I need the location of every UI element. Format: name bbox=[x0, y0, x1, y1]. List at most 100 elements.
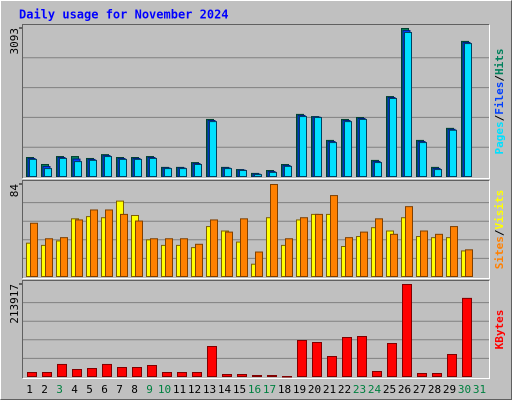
bar bbox=[419, 142, 427, 177]
x-tick-label: 8 bbox=[131, 383, 138, 396]
bar bbox=[239, 170, 247, 178]
bar bbox=[224, 168, 232, 177]
bar bbox=[210, 219, 218, 278]
x-tick-label: 15 bbox=[233, 383, 246, 396]
bar bbox=[117, 367, 127, 377]
bar bbox=[30, 222, 38, 277]
panel-bevel bbox=[22, 180, 490, 279]
x-tick-label: 20 bbox=[308, 383, 321, 396]
bar bbox=[60, 237, 68, 277]
bar bbox=[314, 117, 322, 177]
bar bbox=[435, 233, 443, 277]
bar bbox=[27, 372, 37, 377]
x-tick-label: 7 bbox=[116, 383, 123, 396]
x-tick-label: 28 bbox=[428, 383, 441, 396]
x-tick-label: 25 bbox=[383, 383, 396, 396]
x-tick-label: 14 bbox=[218, 383, 232, 396]
bar bbox=[297, 340, 307, 377]
bar bbox=[237, 374, 247, 378]
bar bbox=[149, 157, 157, 177]
bar bbox=[89, 159, 97, 178]
x-tick-label: 1 bbox=[26, 383, 33, 396]
x-tick-label: 6 bbox=[101, 383, 108, 396]
bar bbox=[417, 373, 427, 377]
bar bbox=[357, 336, 367, 378]
bar bbox=[387, 343, 397, 378]
x-tick-label: 4 bbox=[71, 383, 78, 396]
legend: Pages/Files/Hits bbox=[493, 49, 506, 155]
bar bbox=[299, 116, 307, 177]
x-tick-label: 18 bbox=[278, 383, 291, 396]
bar bbox=[402, 284, 412, 377]
bar bbox=[285, 238, 293, 277]
bar bbox=[192, 372, 202, 377]
bar bbox=[102, 363, 112, 377]
x-tick-label: 13 bbox=[203, 383, 216, 396]
bar bbox=[345, 237, 353, 277]
x-tick-label: 17 bbox=[263, 383, 276, 396]
legend-separator: / bbox=[493, 114, 506, 121]
bar bbox=[134, 158, 142, 177]
bar bbox=[284, 165, 292, 177]
bar bbox=[312, 342, 322, 377]
x-tick-label: 23 bbox=[353, 383, 366, 396]
legend-separator: / bbox=[493, 229, 506, 236]
x-tick-label: 11 bbox=[173, 383, 186, 396]
bar bbox=[104, 156, 112, 177]
bar bbox=[390, 233, 398, 277]
bar bbox=[29, 158, 37, 177]
bar bbox=[74, 161, 82, 178]
legend-separator: / bbox=[493, 75, 506, 82]
bar bbox=[135, 220, 143, 278]
bar bbox=[222, 374, 232, 378]
bar bbox=[87, 368, 97, 377]
bar bbox=[329, 142, 337, 177]
bar bbox=[165, 238, 173, 277]
x-tick-label: 12 bbox=[188, 383, 201, 396]
legend-entry: Hits bbox=[493, 49, 506, 76]
bar bbox=[177, 372, 187, 377]
bar bbox=[119, 158, 127, 177]
x-tick-label: 5 bbox=[86, 383, 93, 396]
chart-title: Daily usage for November 2024 bbox=[19, 8, 229, 22]
x-tick-label: 9 bbox=[146, 383, 153, 396]
panel bbox=[22, 280, 490, 379]
bar bbox=[225, 231, 233, 278]
bar bbox=[209, 121, 217, 178]
x-tick-label: 2 bbox=[41, 383, 48, 396]
bar bbox=[240, 218, 248, 277]
bar bbox=[105, 209, 113, 277]
legend: KBytes bbox=[493, 310, 506, 350]
bar bbox=[179, 168, 187, 177]
panel-bevel bbox=[22, 24, 490, 179]
bar bbox=[194, 163, 202, 177]
bar bbox=[434, 169, 442, 178]
x-tick-label: 22 bbox=[338, 383, 351, 396]
bar bbox=[42, 372, 52, 377]
bar bbox=[389, 97, 397, 177]
x-tick-label: 26 bbox=[398, 383, 411, 396]
x-tick-label: 27 bbox=[413, 383, 426, 396]
legend-entry: Sites bbox=[493, 236, 506, 269]
bar bbox=[465, 249, 473, 277]
bar bbox=[450, 226, 458, 277]
bar bbox=[120, 213, 128, 277]
legend: Sites/Visits bbox=[493, 190, 506, 270]
bar bbox=[405, 206, 413, 277]
x-tick-label: 21 bbox=[323, 383, 336, 396]
panel-bevel bbox=[22, 24, 490, 179]
bar bbox=[254, 174, 262, 178]
bar bbox=[327, 356, 337, 378]
bar bbox=[252, 375, 262, 377]
bar bbox=[164, 168, 172, 177]
x-tick-label: 29 bbox=[443, 383, 456, 396]
x-tick-label: 24 bbox=[368, 383, 382, 396]
bar bbox=[270, 184, 278, 277]
bar bbox=[464, 43, 472, 177]
bar bbox=[342, 337, 352, 377]
bar bbox=[180, 238, 188, 277]
panel-bevel bbox=[22, 280, 490, 379]
bar bbox=[375, 218, 383, 277]
